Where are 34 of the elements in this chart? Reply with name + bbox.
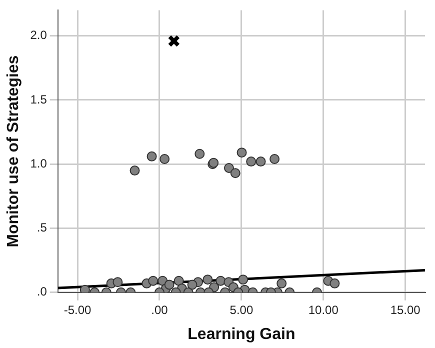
point bbox=[330, 278, 340, 288]
y-tick-label: 1.0 bbox=[30, 156, 48, 170]
point bbox=[160, 154, 170, 164]
x-tick-label: -5.00 bbox=[64, 302, 92, 317]
y-tick-label: .0 bbox=[36, 284, 48, 299]
x-tick-label: 5.00 bbox=[230, 302, 254, 317]
point bbox=[146, 151, 157, 162]
point bbox=[168, 34, 180, 48]
point bbox=[148, 276, 158, 286]
point bbox=[236, 148, 247, 158]
y-axis-title: Monitor use of Strategies bbox=[5, 55, 22, 248]
x-axis-title: Learning Gain bbox=[188, 326, 296, 343]
x-tick-label: .00 bbox=[151, 302, 168, 317]
point bbox=[130, 166, 140, 176]
point bbox=[270, 154, 280, 164]
point bbox=[276, 278, 287, 288]
point bbox=[224, 162, 234, 173]
point bbox=[256, 156, 266, 167]
x-tick-label: 10.00 bbox=[308, 302, 339, 317]
point bbox=[246, 156, 256, 167]
point bbox=[112, 277, 123, 288]
point bbox=[164, 280, 174, 290]
point bbox=[187, 280, 198, 290]
y-tick-label: 1.5 bbox=[30, 92, 48, 106]
point bbox=[194, 148, 205, 159]
y-tick-label: 2.0 bbox=[30, 28, 48, 42]
x-tick-label: 15.00 bbox=[390, 302, 421, 317]
y-tick-label: .5 bbox=[36, 220, 48, 235]
point bbox=[216, 276, 226, 286]
point bbox=[230, 168, 240, 178]
point bbox=[202, 274, 213, 285]
point bbox=[174, 276, 184, 286]
point bbox=[238, 274, 248, 285]
point bbox=[80, 284, 90, 292]
